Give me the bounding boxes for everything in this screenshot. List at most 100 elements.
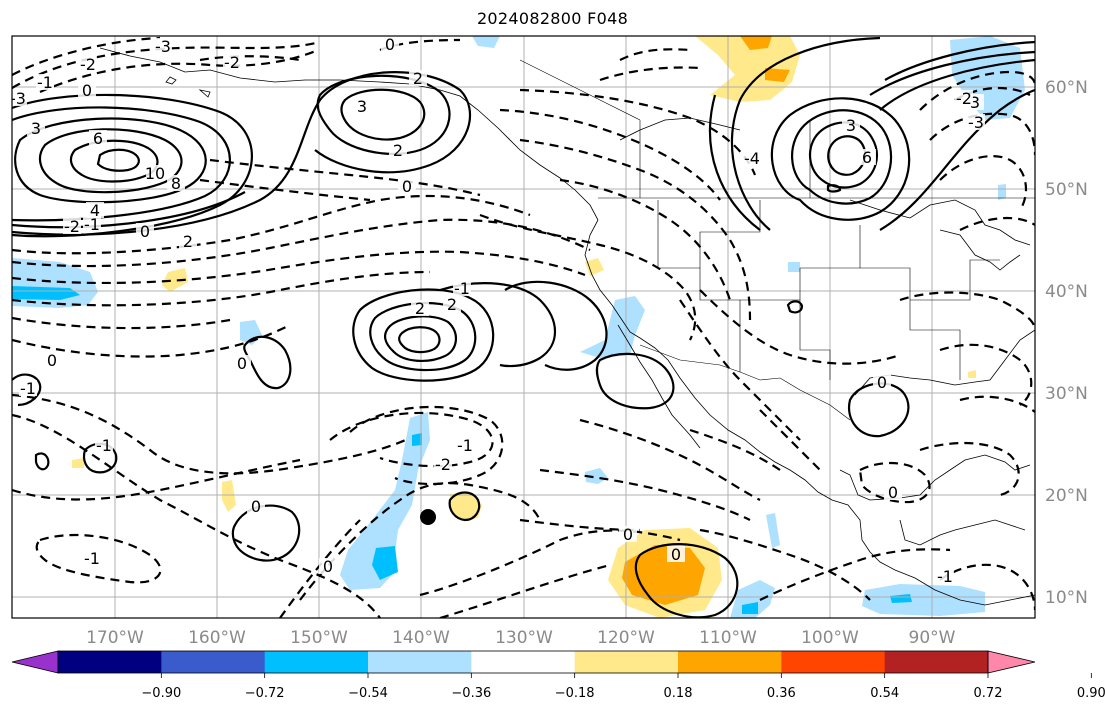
contour-label: -1: [37, 73, 53, 92]
contour-label: 2: [413, 69, 423, 88]
contour-label: -3: [10, 89, 26, 108]
shade-neg-se: [862, 584, 985, 616]
contour-label: 2: [393, 141, 403, 160]
colorbar-segment: [678, 651, 782, 673]
political-borders: [519, 59, 1035, 421]
colorbar-segment: [884, 651, 989, 673]
shade-neg-south-core: [742, 602, 758, 614]
colorbar-tick-label: 0.18: [664, 686, 693, 701]
contour-label: 3: [31, 119, 41, 138]
longitude-label: 130°W: [495, 628, 553, 648]
shade-neg-center-core: [372, 546, 398, 580]
latitude-label: 40°N: [1045, 282, 1088, 302]
contour-label: 0: [623, 525, 633, 544]
latitude-label: 50°N: [1045, 180, 1088, 200]
shade-pos-gulf: [968, 370, 976, 378]
contour-label: -2: [64, 217, 80, 236]
contours-solid: [12, 36, 1035, 618]
contour-label: 0: [671, 545, 681, 564]
shade-pos-top-core2: [765, 68, 790, 82]
contour-label: 0: [82, 81, 92, 100]
shade-pos-small1: [222, 480, 236, 512]
contour-label: 0: [251, 497, 261, 516]
shade-pos-top-core1: [740, 36, 772, 50]
colorbar: −0.90 −0.72 −0.54 −0.36 −0.18 0.18 0.36 0.54 0.7…: [11, 650, 1105, 701]
longitude-label: 120°W: [597, 628, 655, 648]
contour-label: 8: [171, 174, 181, 193]
latitude-label: 30°N: [1045, 384, 1088, 404]
colorbar-segment: [471, 651, 576, 673]
shade-neg-lake: [998, 184, 1006, 200]
contour-label: -2: [224, 53, 240, 72]
colorbar-tick-label: −0.54: [348, 686, 388, 701]
shade-pos-calif: [585, 258, 604, 276]
shade-neg-sw: [585, 468, 608, 484]
contour-label: 0: [385, 35, 395, 54]
colorbar-extend-high: [987, 650, 1036, 674]
colorbar-tick-label: −0.72: [245, 686, 285, 701]
map-title: 2024082800 F048: [476, 9, 629, 28]
contour-label: -1: [84, 549, 100, 568]
map-frame: [11, 35, 1036, 619]
colorbar-segment: [781, 651, 886, 673]
colorbar-tick-label: 0.36: [767, 686, 796, 701]
contour-label: 6: [862, 148, 872, 167]
contour-label: -2: [956, 89, 972, 108]
shade-pos-small3: [72, 458, 84, 468]
contour-label: -1: [84, 215, 100, 234]
contour-label: 2: [415, 299, 425, 318]
longitude-label: 170°W: [86, 628, 144, 648]
colorbar-segment: [368, 651, 472, 673]
contour-label: 2: [183, 232, 193, 251]
shade-neg-nevada: [788, 262, 800, 272]
contour-label: 0: [47, 351, 57, 370]
contour-label: -1: [20, 379, 36, 398]
colorbar-tick-label: −0.18: [555, 686, 595, 701]
contour-label: -4: [744, 149, 760, 168]
contour-label: 0: [402, 177, 412, 196]
shade-neg-west-core: [12, 286, 80, 300]
contour-label: 0: [323, 557, 333, 576]
shade-pos-top: [695, 36, 800, 102]
colorbar-tick-label: −0.90: [141, 686, 181, 701]
shade-neg-mexico: [766, 513, 780, 548]
contour-label: -1: [457, 436, 473, 455]
contour-label: -3: [968, 113, 984, 132]
shade-pos-small2: [162, 268, 188, 292]
colorbar-segment: [264, 651, 369, 673]
contour-label: 4: [90, 201, 100, 220]
contour-label: -3: [155, 37, 171, 56]
colorbar-tick-label: 0.54: [870, 686, 899, 701]
colorbar-segment: [574, 651, 679, 673]
shade-neg-topmid: [472, 36, 500, 48]
contour-label: -2: [435, 455, 451, 474]
longitude-label: 110°W: [699, 628, 757, 648]
colorbar-extend-low: [11, 650, 59, 674]
colorbar-tick-label: 0.72: [974, 686, 1003, 701]
longitude-label: 160°W: [188, 628, 246, 648]
contour-label: 2: [447, 295, 457, 314]
contour-label: 0: [140, 222, 150, 241]
contour-label: -2: [80, 55, 96, 74]
colorbar-tick-label: 0.90: [1077, 686, 1105, 701]
shade-neg-south: [730, 580, 775, 618]
shade-pos-center: [450, 492, 482, 520]
colorbar-segment: [58, 651, 162, 673]
longitude-label: 150°W: [290, 628, 348, 648]
contour-label: 3: [970, 93, 980, 112]
latitude-label: 10°N: [1045, 588, 1088, 608]
shade-neg-center: [340, 412, 430, 590]
contour-label: -1: [454, 279, 470, 298]
contour-label: 0: [877, 373, 887, 392]
contour-label: 3: [357, 97, 367, 116]
contour-label: 10: [145, 164, 165, 183]
longitude-label: 140°W: [392, 628, 450, 648]
latitude-labels: 60°N 50°N 40°N 30°N 20°N 10°N: [1045, 78, 1088, 608]
contour-label: 6: [93, 129, 103, 148]
latitude-label: 60°N: [1045, 78, 1088, 98]
contour-label: 3: [846, 116, 856, 135]
contour-label: -1: [937, 567, 953, 586]
longitude-label: 90°W: [909, 628, 956, 648]
